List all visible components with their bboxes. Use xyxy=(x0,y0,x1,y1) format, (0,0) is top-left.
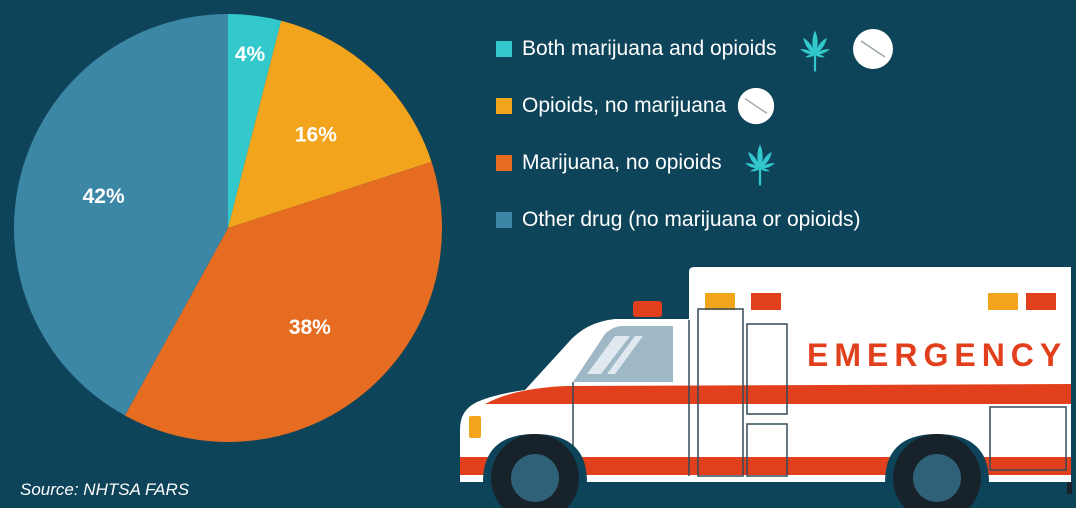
pie-slice-0 xyxy=(228,14,282,228)
legend-label-marijuana: Marijuana, no opioids xyxy=(522,150,722,174)
legend-swatch-opioids xyxy=(496,97,512,114)
legend-swatch-other xyxy=(496,211,512,228)
legend-swatch-both xyxy=(496,40,512,57)
legend-label-both: Both marijuana and opioids xyxy=(522,36,777,60)
pie-label-3: 42% xyxy=(83,185,125,208)
pie-slice-2 xyxy=(124,161,442,442)
legend-item-marijuana: Marijuana, no opioids xyxy=(496,134,895,191)
pill-icon xyxy=(852,28,893,69)
pie-slice-1 xyxy=(228,20,432,228)
legend-item-opioids: Opioids, no marijuana xyxy=(496,77,895,134)
pie-slice-3 xyxy=(14,14,228,416)
marijuana-leaf-icon xyxy=(744,143,775,185)
legend-item-both: Both marijuana and opioids xyxy=(496,20,895,77)
marijuana-leaf-icon xyxy=(799,29,830,71)
ambulance-icon: EMERGENCY xyxy=(460,267,1072,508)
ambulance-label: EMERGENCY xyxy=(807,337,1067,373)
legend-item-other: Other drug (no marijuana or opioids) xyxy=(496,191,895,248)
legend-label-opioids: Opioids, no marijuana xyxy=(522,93,727,117)
pie-chart: 4% 16% 38% 42% xyxy=(14,14,442,442)
source-note: Source: NHTSA FARS xyxy=(20,480,190,499)
pie-label-1: 16% xyxy=(295,123,337,146)
legend-swatch-marijuana xyxy=(496,154,512,171)
legend: Both marijuana and opioids Opioids, no m… xyxy=(496,20,895,248)
pie-label-2: 38% xyxy=(289,316,331,339)
legend-label-other: Other drug (no marijuana or opioids) xyxy=(522,207,861,231)
pie-label-0: 4% xyxy=(235,43,266,66)
pill-icon xyxy=(738,87,775,124)
